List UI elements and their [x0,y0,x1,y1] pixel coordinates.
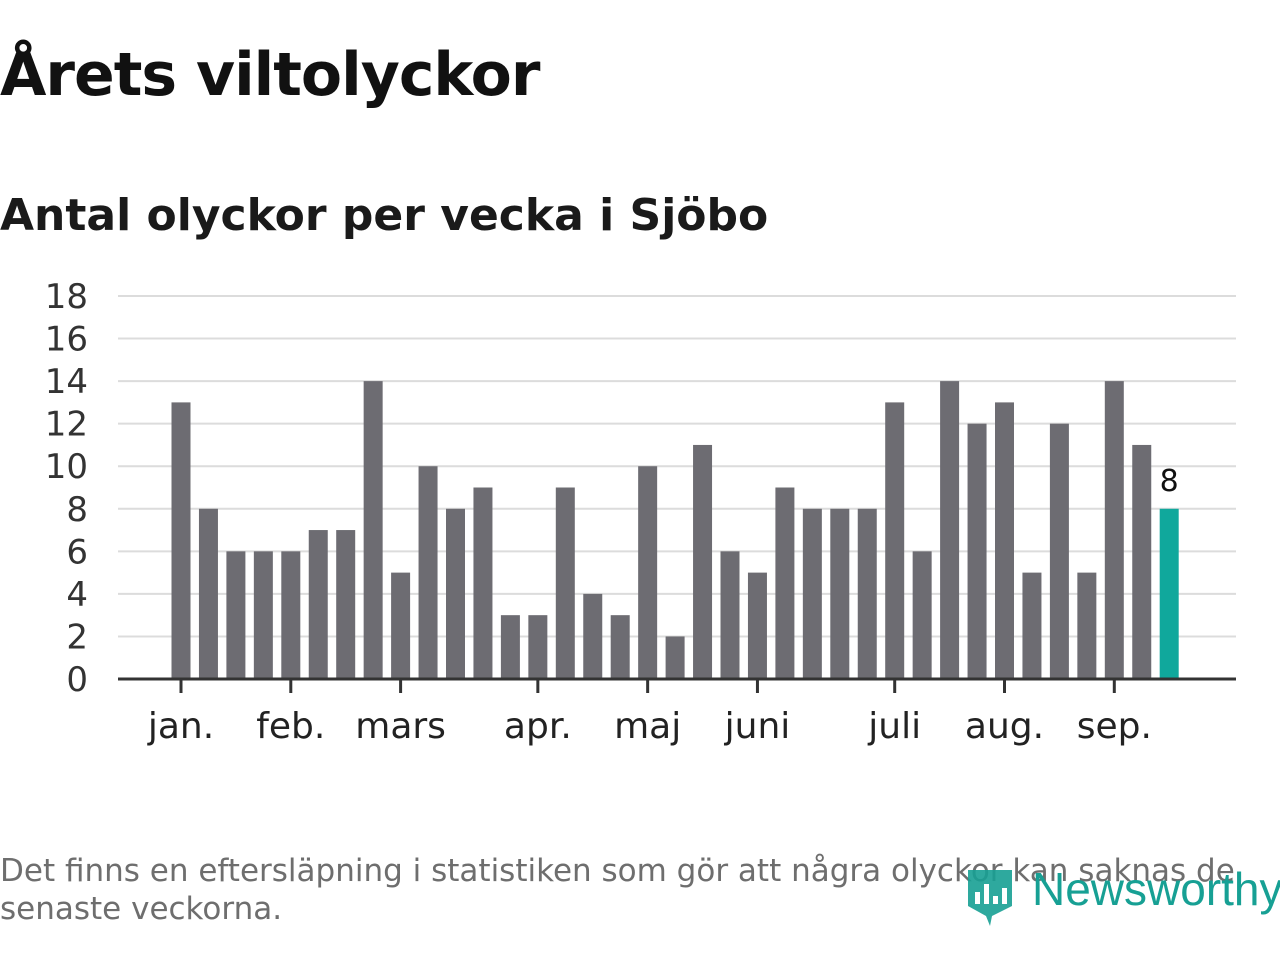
y-tick-label: 2 [66,617,88,657]
x-tick-label: jan. [147,706,214,747]
x-tick-label: aug. [965,706,1044,747]
y-tick-label: 16 [45,320,88,360]
bar [418,466,438,679]
bar [281,551,301,679]
bar [638,466,658,679]
x-tick-label: sep. [1077,706,1152,747]
bar [720,551,740,679]
newsworthy-logo-text: Newsworthy [1032,863,1280,915]
bar [198,508,218,679]
bar [171,402,191,679]
bar [1022,572,1042,679]
y-tick-label: 18 [45,277,88,317]
x-tick-label: mars [355,706,446,747]
x-tick-label: juni [724,706,791,747]
data-label: 8 [1160,464,1179,499]
bar [500,615,520,679]
y-tick-label: 6 [66,532,88,572]
bar [336,530,356,679]
bar [802,508,822,679]
footnote: Det finns en eftersläpning i statistiken… [0,853,1235,927]
bar [995,402,1014,679]
bar [446,508,465,679]
bar [912,551,932,679]
x-tick-label: feb. [256,706,325,747]
y-tick-label: 4 [66,575,88,615]
bar [528,615,548,679]
bar [885,402,905,679]
y-tick-label: 14 [45,362,88,402]
bar [610,615,630,679]
y-tick-label: 0 [66,660,88,700]
bar [391,572,411,679]
bar [1049,423,1069,679]
bar [830,508,850,679]
bar [1104,381,1124,679]
bar [253,551,273,679]
bar [747,572,767,679]
bar [693,444,713,679]
bar [308,530,328,679]
bar [665,636,685,679]
bar [1132,444,1152,679]
newsworthy-logo-icon [968,870,1012,926]
bar [1159,508,1179,679]
bar [226,551,246,679]
y-tick-label: 8 [66,490,88,530]
bar [363,381,383,679]
bar [1077,572,1097,679]
bar [473,487,493,679]
bar [967,423,987,679]
bar [775,487,795,679]
x-tick-label: maj [614,706,681,747]
bar [857,508,877,679]
x-tick-label: juli [867,706,921,747]
bar [583,593,603,679]
newsworthy-logo: Newsworthy [962,858,1280,928]
bar [555,487,575,679]
bar [940,381,960,679]
y-tick-label: 12 [45,405,88,445]
x-tick-label: apr. [504,706,572,747]
chart-title: Årets viltolyckor [0,40,540,110]
y-tick-label: 10 [45,447,88,487]
chart-subtitle: Antal olyckor per vecka i Sjöbo [0,190,769,241]
